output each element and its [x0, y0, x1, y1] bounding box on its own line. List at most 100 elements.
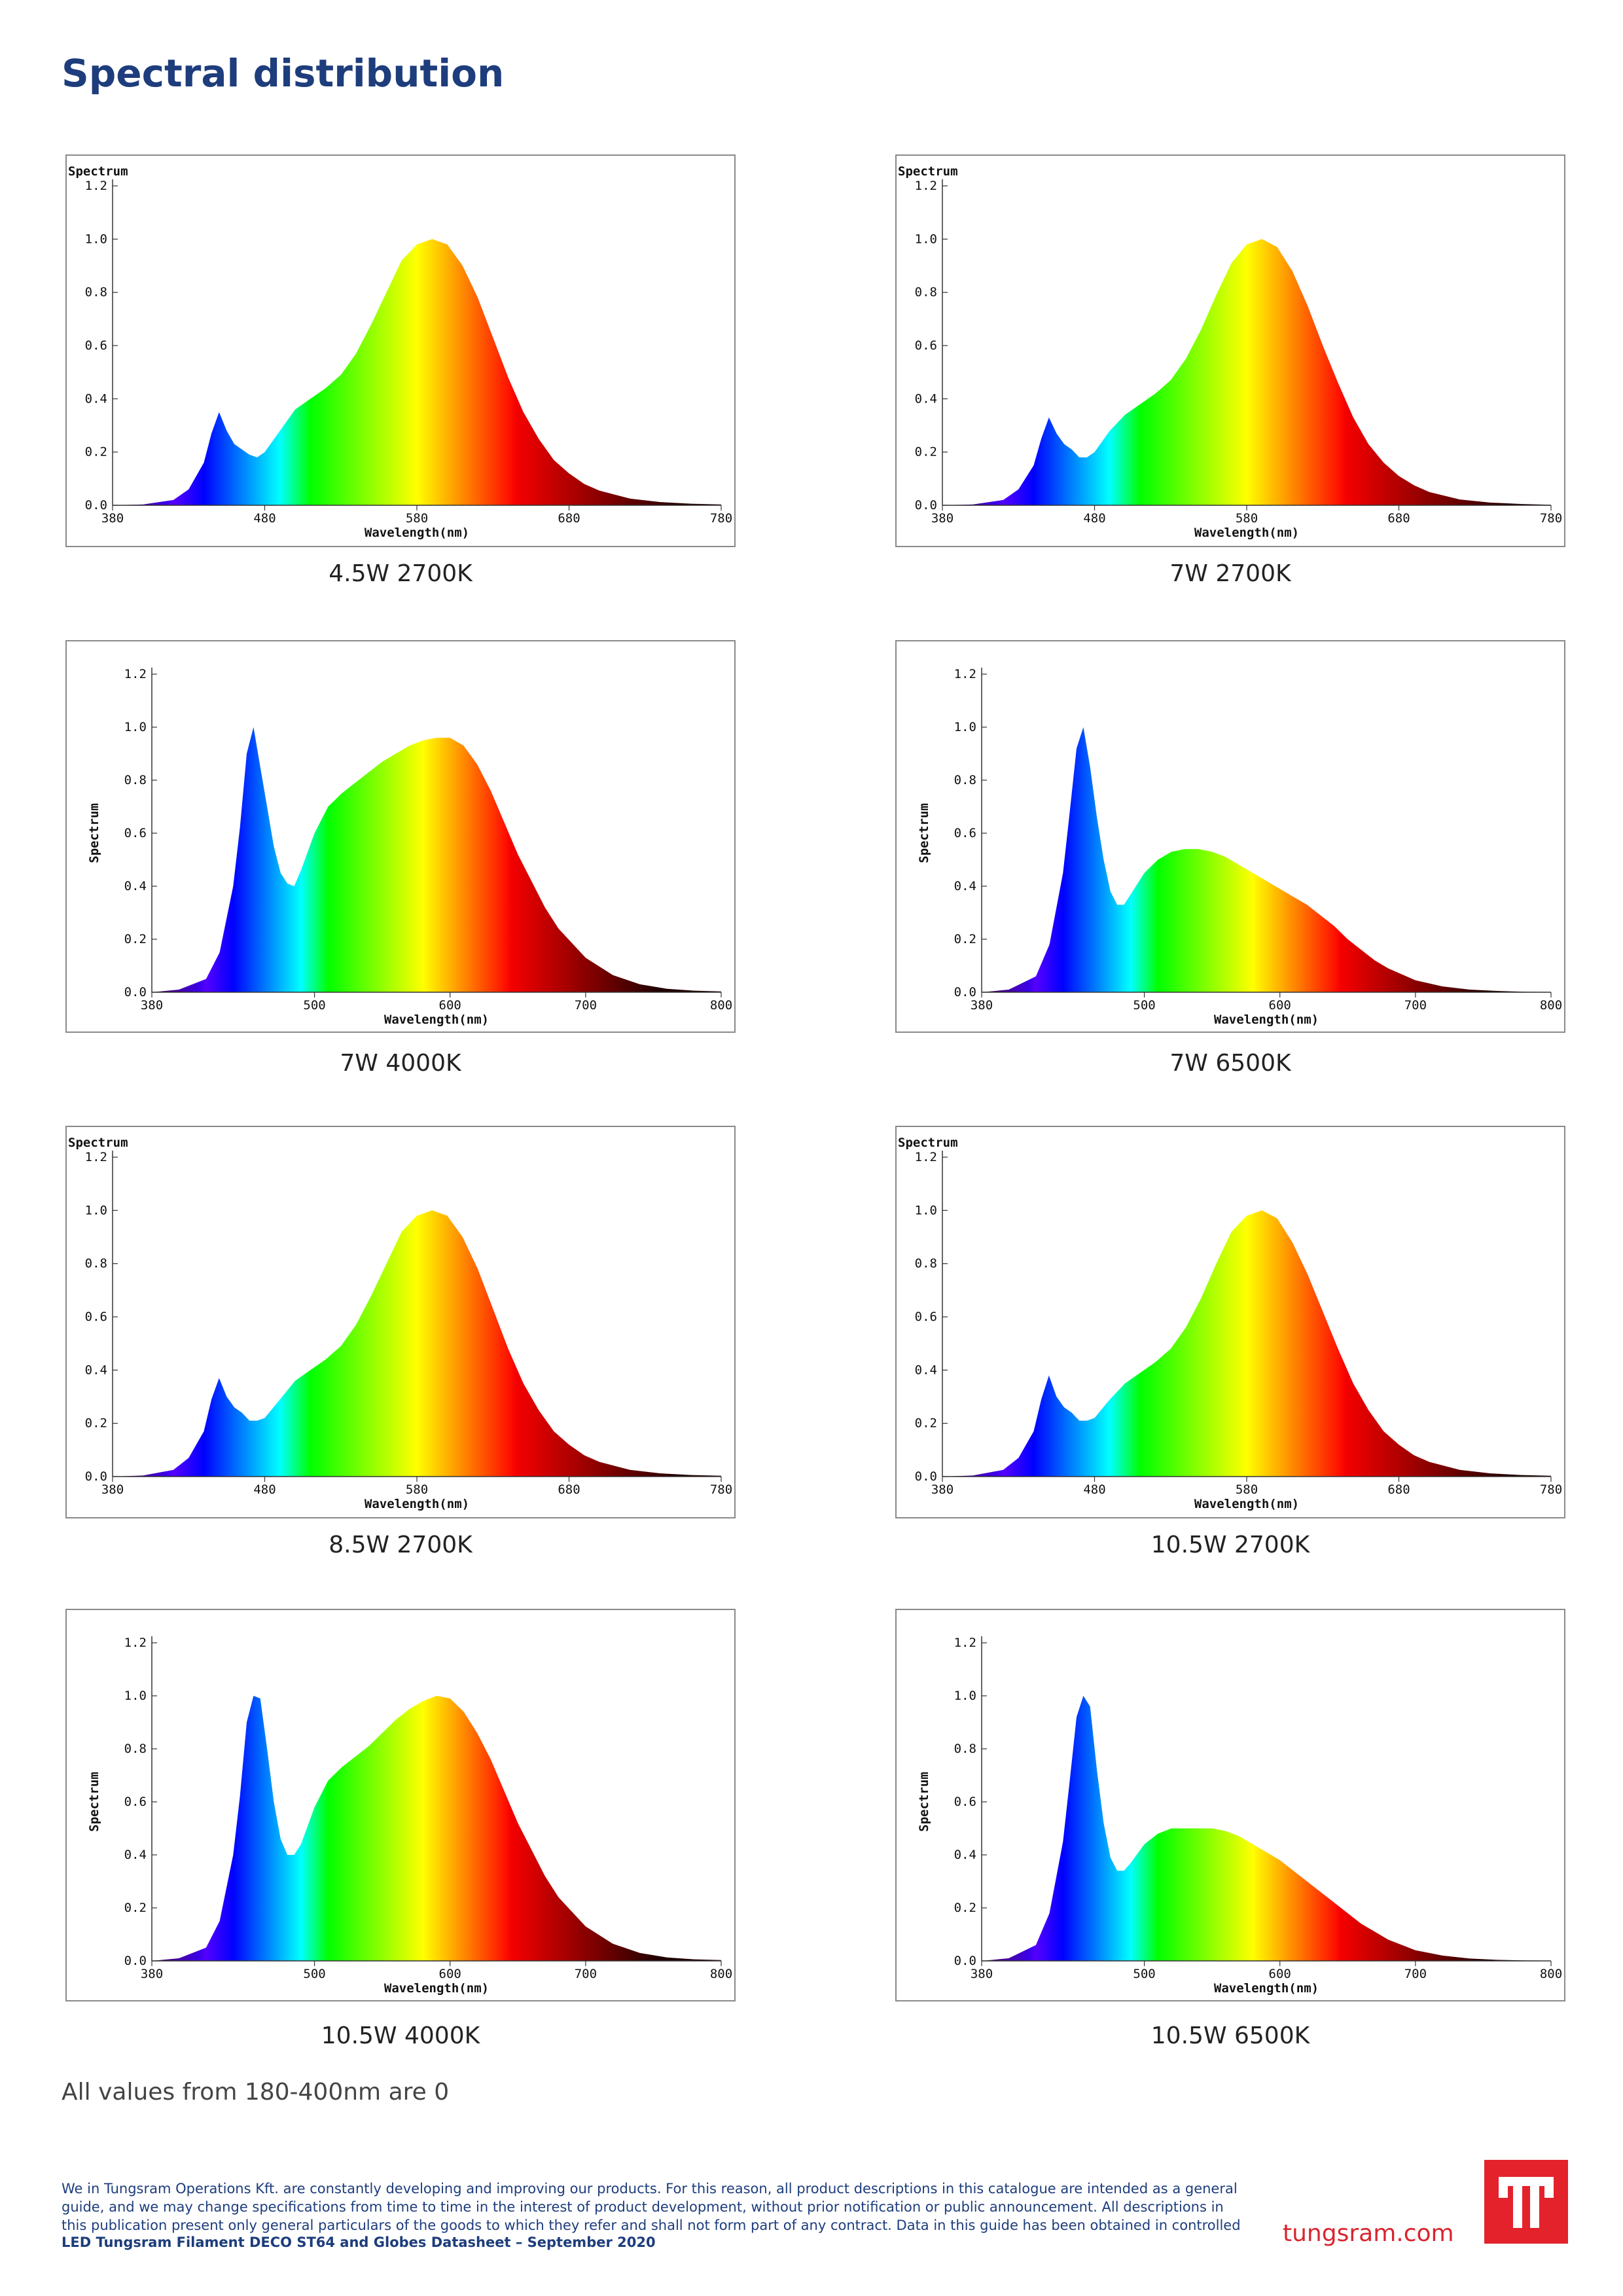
- tungsram-logo: [1484, 2160, 1568, 2244]
- y-tick-label: 0.8: [954, 1742, 976, 1756]
- y-tick-label: 0.2: [85, 1416, 107, 1431]
- y-tick-label: 0.8: [915, 285, 937, 300]
- chart-caption: 10.5W 2700K: [1150, 1532, 1310, 1558]
- y-axis-label: Spectrum: [917, 803, 931, 863]
- x-tick-label: 600: [1269, 998, 1291, 1013]
- y-tick-label: 1.2: [85, 1150, 107, 1164]
- spectrum-chart-4-5w-2700k: 0.0 0.2 0.4 0.6 0.8 1.0 1.2 380 480 580 680 780 Wave…: [65, 154, 736, 547]
- y-tick-label: 1.0: [954, 720, 976, 734]
- x-tick-label: 680: [558, 1482, 580, 1497]
- spectrum-chart-7w-4000k: 0.0 0.2 0.4 0.6 0.8 1.0 1.2 380 500 600 700 800 Wave…: [65, 640, 736, 1033]
- y-tick-label: 0.6: [954, 826, 976, 840]
- y-tick-label: 0.8: [85, 285, 107, 300]
- x-tick-label: 380: [141, 1967, 163, 1981]
- x-tick-label: 600: [439, 1967, 461, 1981]
- x-tick-label: 380: [101, 1482, 124, 1497]
- y-tick-label: 1.2: [954, 1636, 976, 1650]
- tungsram-logo-icon: [1499, 2177, 1554, 2228]
- x-axis-label: Wavelength(nm): [365, 526, 469, 540]
- y-axis-label: Spectrum: [68, 1136, 128, 1150]
- x-tick-label: 580: [1236, 1482, 1258, 1497]
- spectrum-chart-7w-6500k: 0.0 0.2 0.4 0.6 0.8 1.0 1.2 380 500 600 700 800 Wave…: [895, 640, 1565, 1033]
- y-tick-label: 0.4: [954, 1848, 976, 1862]
- y-tick-label: 1.0: [85, 1203, 107, 1217]
- x-tick-label: 600: [1269, 1967, 1291, 1981]
- x-tick-label: 680: [558, 511, 580, 526]
- x-tick-label: 500: [1133, 998, 1155, 1013]
- y-tick-label: 0.6: [954, 1795, 976, 1809]
- y-tick-label: 1.0: [85, 232, 107, 246]
- y-axis-label: Spectrum: [898, 164, 958, 179]
- spectrum-area: [113, 1210, 721, 1477]
- y-tick-label: 1.2: [915, 1150, 937, 1164]
- y-tick-label: 1.0: [124, 720, 147, 734]
- chart-svg: 0.0 0.2 0.4 0.6 0.8 1.0 1.2 380 480 580 680 780 Wave…: [68, 164, 732, 540]
- y-tick-label: 1.2: [954, 667, 976, 681]
- x-tick-label: 500: [1133, 1967, 1155, 1981]
- footer-document-title: LED Tungsram Filament DECO ST64 and Glob…: [62, 2234, 656, 2250]
- spectrum-chart-10-5w-6500k: 0.0 0.2 0.4 0.6 0.8 1.0 1.2 380 500 600 700 800 Wave…: [895, 1609, 1565, 2001]
- x-tick-label: 680: [1387, 1482, 1410, 1497]
- y-tick-label: 0.0: [915, 498, 937, 512]
- x-tick-label: 700: [575, 998, 597, 1013]
- x-tick-label: 380: [971, 1967, 993, 1981]
- y-tick-label: 1.0: [915, 1203, 937, 1217]
- y-tick-label: 0.6: [124, 1795, 147, 1809]
- y-axis-label: Spectrum: [68, 164, 128, 179]
- x-tick-label: 380: [101, 511, 124, 526]
- chart-svg: 0.0 0.2 0.4 0.6 0.8 1.0 1.2 380 500 600 700 800 Wave…: [87, 1636, 732, 1996]
- spectrum-area: [942, 239, 1551, 505]
- x-tick-label: 480: [1083, 511, 1105, 526]
- y-tick-label: 1.2: [124, 667, 147, 681]
- x-tick-label: 780: [1540, 511, 1562, 526]
- y-tick-label: 0.4: [954, 879, 976, 893]
- spectrum-area: [942, 1210, 1551, 1477]
- x-axis-label: Wavelength(nm): [384, 1981, 489, 1996]
- x-tick-label: 780: [710, 1482, 732, 1497]
- chart-svg: 0.0 0.2 0.4 0.6 0.8 1.0 1.2 380 500 600 700 800 Wave…: [87, 667, 732, 1027]
- y-tick-label: 0.4: [915, 1363, 937, 1377]
- x-tick-label: 480: [253, 511, 276, 526]
- x-tick-label: 800: [710, 1967, 732, 1981]
- y-tick-label: 0.6: [124, 826, 147, 840]
- y-tick-label: 0.8: [954, 773, 976, 787]
- chart-caption: 7W 2700K: [1169, 560, 1291, 587]
- y-tick-label: 0.0: [85, 1469, 107, 1484]
- y-tick-label: 0.4: [124, 1848, 147, 1862]
- x-tick-label: 380: [931, 1482, 954, 1497]
- x-tick-label: 700: [575, 1967, 597, 1981]
- x-tick-label: 480: [1083, 1482, 1105, 1497]
- y-tick-label: 0.0: [85, 498, 107, 512]
- y-tick-label: 0.6: [915, 1310, 937, 1324]
- spectrum-chart-10-5w-2700k: 0.0 0.2 0.4 0.6 0.8 1.0 1.2 380 480 580 680 780 Wave…: [895, 1126, 1565, 1518]
- chart-caption: 7W 6500K: [1169, 1050, 1291, 1077]
- x-tick-label: 580: [406, 511, 428, 526]
- x-axis-label: Wavelength(nm): [384, 1013, 489, 1027]
- x-tick-label: 800: [1540, 1967, 1562, 1981]
- spectrum-area: [152, 727, 721, 992]
- spectrum-area: [982, 727, 1551, 992]
- website-link[interactable]: tungsram.com: [1283, 2220, 1454, 2247]
- y-tick-label: 0.0: [915, 1469, 937, 1484]
- y-tick-label: 0.0: [954, 1954, 976, 1968]
- y-tick-label: 0.2: [915, 1416, 937, 1431]
- page-title: Spectral distribution: [62, 51, 505, 96]
- disclaimer-text: We in Tungsram Operations Kft. are const…: [62, 2181, 1241, 2233]
- spectrum-chart-7w-2700k: 0.0 0.2 0.4 0.6 0.8 1.0 1.2 380 480 580 680 780 Wave…: [895, 154, 1565, 547]
- y-axis-label: Spectrum: [898, 1136, 958, 1150]
- y-tick-label: 1.0: [915, 232, 937, 246]
- spectrum-chart-10-5w-4000k: 0.0 0.2 0.4 0.6 0.8 1.0 1.2 380 500 600 700 800 Wave…: [65, 1609, 736, 2001]
- y-tick-label: 0.8: [915, 1257, 937, 1271]
- x-tick-label: 700: [1404, 998, 1427, 1013]
- y-tick-label: 1.0: [124, 1689, 147, 1703]
- x-tick-label: 800: [1540, 998, 1562, 1013]
- y-tick-label: 0.4: [85, 391, 107, 406]
- x-tick-label: 800: [710, 998, 732, 1013]
- x-tick-label: 600: [439, 998, 461, 1013]
- x-tick-label: 480: [253, 1482, 276, 1497]
- y-tick-label: 1.2: [124, 1636, 147, 1650]
- x-axis-label: Wavelength(nm): [365, 1497, 469, 1511]
- chart-svg: 0.0 0.2 0.4 0.6 0.8 1.0 1.2 380 500 600 700 800 Wave…: [917, 1636, 1562, 1996]
- chart-svg: 0.0 0.2 0.4 0.6 0.8 1.0 1.2 380 480 580 680 780 Wave…: [898, 1136, 1562, 1511]
- x-tick-label: 500: [303, 998, 325, 1013]
